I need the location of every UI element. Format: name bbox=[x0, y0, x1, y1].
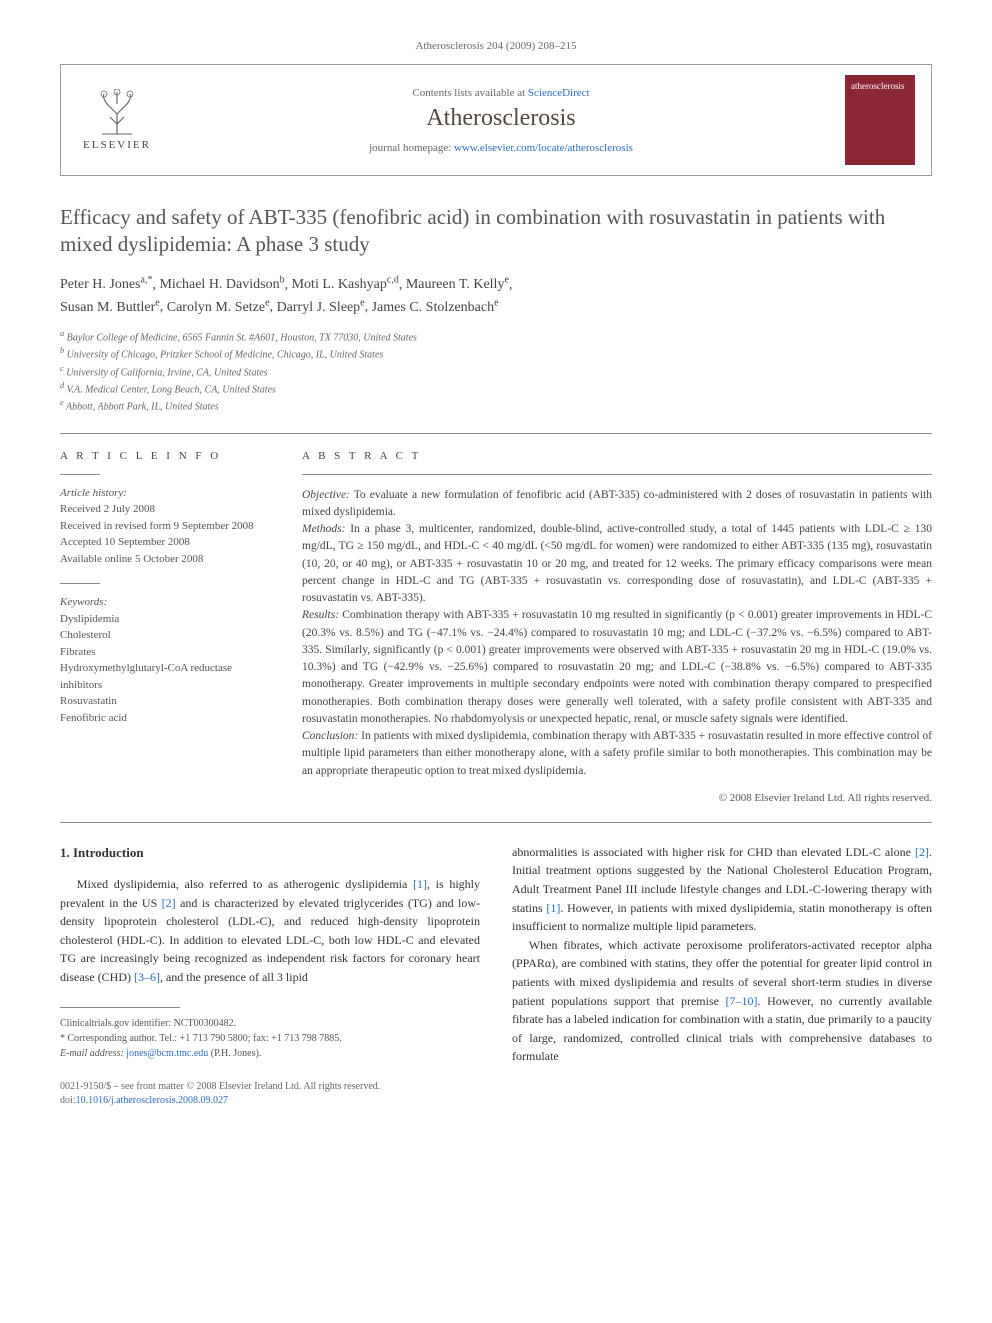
author: Susan M. Buttlere bbox=[60, 300, 160, 315]
affiliations-list: a Baylor College of Medicine, 6565 Fanni… bbox=[60, 328, 932, 415]
reference-link[interactable]: [2] bbox=[162, 896, 176, 910]
keyword: Hydroxymethylglutaryl-CoA reductase inhi… bbox=[60, 660, 270, 693]
abs-methods-label: Methods: bbox=[302, 523, 345, 535]
header-citation: Atherosclerosis 204 (2009) 208–215 bbox=[60, 40, 932, 52]
history-item: Received in revised form 9 September 200… bbox=[60, 518, 270, 535]
footnote-divider bbox=[60, 1007, 180, 1008]
author: Michael H. Davidsonb bbox=[159, 277, 284, 292]
divider-full bbox=[60, 822, 932, 823]
keyword: Cholesterol bbox=[60, 627, 270, 644]
email-note: E-mail address: jones@bcm.tmc.edu (P.H. … bbox=[60, 1046, 480, 1061]
journal-homepage-line: journal homepage: www.elsevier.com/locat… bbox=[157, 142, 845, 154]
reference-link[interactable]: [1] bbox=[413, 877, 427, 891]
divider-short bbox=[60, 474, 100, 475]
author: Peter H. Jonesa,* bbox=[60, 277, 152, 292]
article-history-block: Article history: Received 2 July 2008 Re… bbox=[60, 485, 270, 568]
keyword: Rosuvastatin bbox=[60, 693, 270, 710]
keyword: Fenofibric acid bbox=[60, 710, 270, 727]
abstract-label: A B S T R A C T bbox=[302, 450, 932, 462]
affiliation: a Baylor College of Medicine, 6565 Fanni… bbox=[60, 328, 932, 345]
article-title: Efficacy and safety of ABT-335 (fenofibr… bbox=[60, 204, 932, 259]
section-heading: 1. Introduction bbox=[60, 843, 480, 863]
reference-link[interactable]: [3–6] bbox=[134, 970, 160, 984]
keywords-block: Keywords: Dyslipidemia Cholesterol Fibra… bbox=[60, 594, 270, 726]
abstract-column: A B S T R A C T Objective: To evaluate a… bbox=[302, 450, 932, 804]
homepage-link[interactable]: www.elsevier.com/locate/atherosclerosis bbox=[454, 142, 633, 154]
header-center: Contents lists available at ScienceDirec… bbox=[157, 87, 845, 154]
article-info-label: A R T I C L E I N F O bbox=[60, 450, 270, 462]
contents-prefix: Contents lists available at bbox=[412, 87, 527, 99]
reference-link[interactable]: [1] bbox=[546, 901, 560, 915]
history-item: Received 2 July 2008 bbox=[60, 501, 270, 518]
author: Maureen T. Kellye bbox=[406, 277, 509, 292]
abs-objective-text: To evaluate a new formulation of fenofib… bbox=[302, 489, 932, 518]
author: Moti L. Kashyapc,d bbox=[292, 277, 399, 292]
affiliation: e Abbott, Abbott Park, IL, United States bbox=[60, 397, 932, 414]
history-head: Article history: bbox=[60, 485, 270, 502]
publisher-logo: ELSEVIER bbox=[77, 80, 157, 160]
corresponding-author-note: * Corresponding author. Tel.: +1 713 790… bbox=[60, 1031, 480, 1046]
affiliation: c University of California, Irvine, CA, … bbox=[60, 363, 932, 380]
affiliation: d V.A. Medical Center, Long Beach, CA, U… bbox=[60, 380, 932, 397]
affiliation: b University of Chicago, Pritzker School… bbox=[60, 345, 932, 362]
journal-header-box: ELSEVIER Contents lists available at Sci… bbox=[60, 64, 932, 176]
publisher-name: ELSEVIER bbox=[83, 139, 151, 151]
reference-link[interactable]: [2] bbox=[915, 845, 929, 859]
info-abstract-row: A R T I C L E I N F O Article history: R… bbox=[60, 450, 932, 804]
abs-conclusion-label: Conclusion: bbox=[302, 730, 358, 742]
elsevier-tree-icon bbox=[92, 89, 142, 139]
homepage-prefix: journal homepage: bbox=[369, 142, 454, 154]
page-footer: 0021-9150/$ – see front matter © 2008 El… bbox=[60, 1080, 932, 1108]
keyword: Fibrates bbox=[60, 644, 270, 661]
authors-list: Peter H. Jonesa,*, Michael H. Davidsonb,… bbox=[60, 273, 932, 318]
abstract-copyright: © 2008 Elsevier Ireland Ltd. All rights … bbox=[302, 792, 932, 804]
abs-results-text: Combination therapy with ABT-335 + rosuv… bbox=[302, 609, 932, 725]
email-link[interactable]: jones@bcm.tmc.edu bbox=[126, 1048, 208, 1059]
body-paragraph: Mixed dyslipidemia, also referred to as … bbox=[60, 875, 480, 987]
abs-methods-text: In a phase 3, multicenter, randomized, d… bbox=[302, 523, 932, 604]
footer-doi-line: doi:10.1016/j.atherosclerosis.2008.09.02… bbox=[60, 1094, 932, 1108]
divider bbox=[60, 433, 932, 434]
journal-cover-thumbnail: atherosclerosis bbox=[845, 75, 915, 165]
right-column: abnormalities is associated with higher … bbox=[512, 843, 932, 1066]
doi-link[interactable]: 10.1016/j.atherosclerosis.2008.09.027 bbox=[76, 1095, 228, 1106]
footer-copyright: 0021-9150/$ – see front matter © 2008 El… bbox=[60, 1080, 932, 1094]
body-paragraph: When fibrates, which activate peroxisome… bbox=[512, 936, 932, 1066]
cover-title: atherosclerosis bbox=[851, 81, 904, 91]
abstract-text: Objective: To evaluate a new formulation… bbox=[302, 487, 932, 780]
contents-available-line: Contents lists available at ScienceDirec… bbox=[157, 87, 845, 99]
author: Darryl J. Sleepe bbox=[277, 300, 365, 315]
trial-id-note: Clinicaltrials.gov identifier: NCT003004… bbox=[60, 1016, 480, 1031]
keyword: Dyslipidemia bbox=[60, 611, 270, 628]
abs-results-label: Results: bbox=[302, 609, 339, 621]
journal-title: Atherosclerosis bbox=[157, 105, 845, 132]
history-item: Available online 5 October 2008 bbox=[60, 551, 270, 568]
left-column: 1. Introduction Mixed dyslipidemia, also… bbox=[60, 843, 480, 1066]
abs-conclusion-text: In patients with mixed dyslipidemia, com… bbox=[302, 730, 932, 777]
history-item: Accepted 10 September 2008 bbox=[60, 534, 270, 551]
author: James C. Stolzenbache bbox=[372, 300, 499, 315]
divider-short bbox=[60, 583, 100, 584]
body-paragraph: abnormalities is associated with higher … bbox=[512, 843, 932, 936]
footnotes: Clinicaltrials.gov identifier: NCT003004… bbox=[60, 1016, 480, 1061]
author: Carolyn M. Setzee bbox=[167, 300, 270, 315]
sciencedirect-link[interactable]: ScienceDirect bbox=[528, 87, 590, 99]
page-container: Atherosclerosis 204 (2009) 208–215 ELSEV… bbox=[0, 0, 992, 1148]
divider bbox=[302, 474, 932, 475]
article-info-column: A R T I C L E I N F O Article history: R… bbox=[60, 450, 270, 804]
reference-link[interactable]: [7–10] bbox=[726, 994, 758, 1008]
keywords-head: Keywords: bbox=[60, 594, 270, 611]
abs-objective-label: Objective: bbox=[302, 489, 350, 501]
body-columns: 1. Introduction Mixed dyslipidemia, also… bbox=[60, 843, 932, 1066]
